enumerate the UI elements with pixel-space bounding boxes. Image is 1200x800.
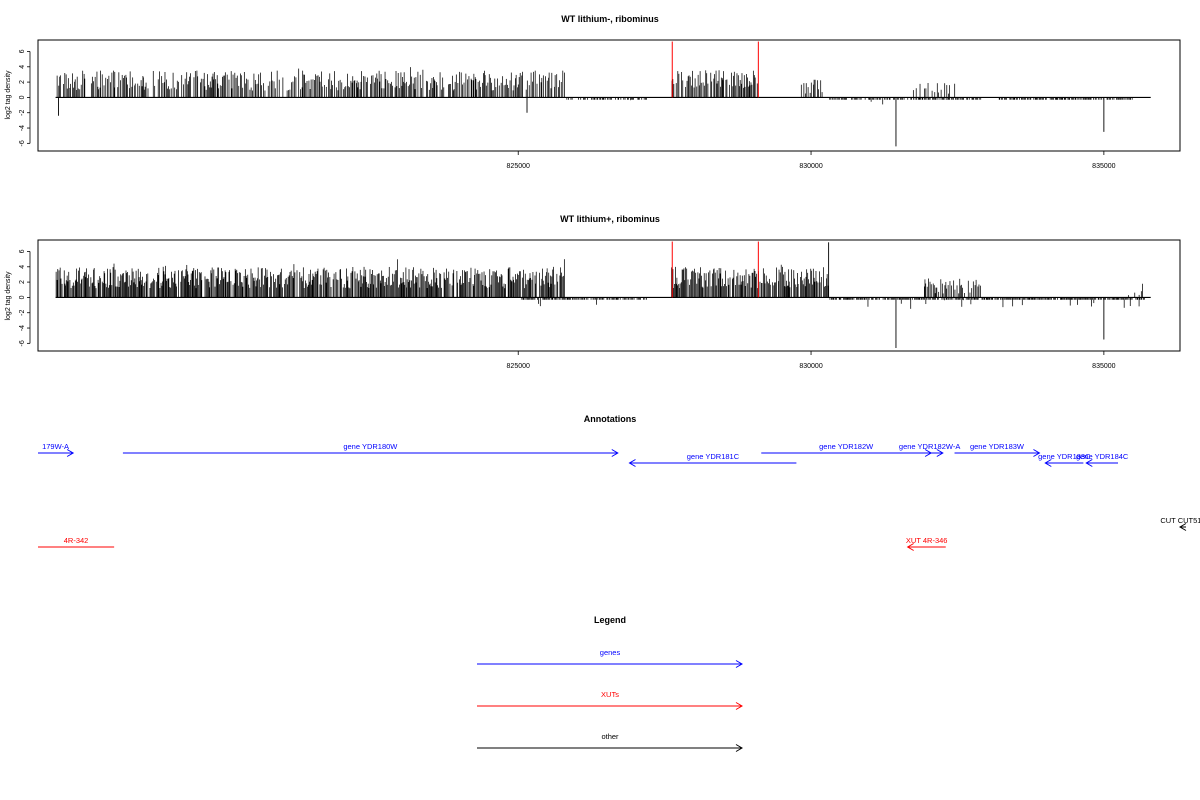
y-tick-label: -4 [19, 325, 26, 331]
annotation-feature: gene YDR181C [628, 452, 797, 467]
track-panel-lithium-minus: WT lithium-, ribominus log2 tag density … [5, 14, 1181, 170]
legend-label: genes [600, 648, 621, 657]
arrow-head [735, 660, 743, 668]
annotation-feature: 179W-A [38, 442, 75, 457]
y-tick-label: 2 [19, 80, 26, 84]
annotation-feature: XUT 4R-346 [906, 536, 948, 551]
annotation-feature: gene YDR184C [1076, 452, 1129, 467]
legend-label: XUTs [601, 690, 619, 699]
y-tick-label: -6 [19, 340, 26, 346]
annotation-feature: 4R-342 [38, 536, 115, 548]
y-axis-lithium-plus: -6 -4 -2 0 2 4 6 [19, 249, 31, 346]
feature-label: gene YDR183C [1038, 452, 1091, 461]
feature-label: gene YDR183W [970, 442, 1025, 451]
feature-label: XUT 4R-346 [906, 536, 948, 545]
arrow-head [66, 449, 75, 457]
feature-label: gene YDR184C [1076, 452, 1129, 461]
y-axis-label-lithium-plus: log2 tag density [5, 271, 12, 321]
y-tick-label: -4 [19, 125, 26, 131]
annotation-feature: gene YDR183C [1038, 452, 1091, 467]
annotation-feature: gene YDR182W-A [899, 442, 960, 457]
arrow-head [906, 543, 914, 551]
legend-label: other [601, 732, 619, 741]
x-tick-label: 830000 [799, 363, 822, 370]
y-tick-label: 4 [19, 65, 26, 69]
y-tick-label: -6 [19, 140, 26, 146]
arrow-head [735, 744, 743, 752]
y-tick-label: 0 [19, 95, 26, 99]
annotation-feature: gene YDR183W [954, 442, 1041, 457]
x-axis-lithium-plus: 825000 830000 835000 [507, 351, 1116, 370]
x-tick-label: 825000 [507, 163, 530, 170]
y-axis-label-lithium-minus: log2 tag density [5, 70, 12, 120]
y-tick-label: 6 [19, 249, 26, 253]
annotation-feature: gene YDR180W [122, 442, 619, 457]
track-panel-lithium-plus: WT lithium+, ribominus log2 tag density … [5, 214, 1181, 370]
y-tick-label: -2 [19, 310, 26, 316]
arrow-head [628, 459, 636, 467]
feature-label: 179W-A [42, 442, 69, 451]
arrow-head [735, 702, 743, 710]
annotations-title: Annotations [584, 414, 637, 424]
arrow-head [1085, 459, 1093, 467]
feature-label: gene YDR181C [687, 452, 740, 461]
annotation-features: 179W-A gene YDR180W gene YDR181C gene YDR18… [38, 442, 1200, 551]
boundary-markers-lithium-plus [671, 241, 759, 298]
track-title-lithium-plus: WT lithium+, ribominus [560, 214, 660, 224]
plot-frame-lithium-minus [37, 39, 1181, 152]
y-tick-label: 2 [19, 280, 26, 284]
tag-density-bars-lithium-plus [55, 242, 1145, 348]
arrow-head [936, 449, 944, 457]
x-tick-label: 825000 [507, 363, 530, 370]
arrow-head [1033, 449, 1041, 457]
legend-title: Legend [594, 615, 626, 625]
x-tick-label: 835000 [1092, 163, 1115, 170]
feature-label: gene YDR180W [343, 442, 398, 451]
arrow-head [1044, 459, 1052, 467]
x-tick-label: 835000 [1092, 363, 1115, 370]
plot-frame-lithium-plus [37, 239, 1181, 352]
y-tick-label: 0 [19, 295, 26, 299]
x-tick-label: 830000 [799, 163, 822, 170]
y-axis-lithium-minus: -6 -4 -2 0 2 4 6 [19, 49, 31, 146]
y-tick-label: -2 [19, 110, 26, 116]
boundary-markers-lithium-minus [671, 41, 759, 98]
arrow-head [1179, 523, 1187, 531]
feature-label: 4R-342 [64, 536, 89, 545]
track-title-lithium-minus: WT lithium-, ribominus [561, 14, 659, 24]
legend-item-xuts: XUTs [477, 690, 743, 710]
legend-items: genes XUTs other [477, 648, 743, 752]
legend-item-genes: genes [477, 648, 743, 668]
x-axis-lithium-minus: 825000 830000 835000 [507, 151, 1116, 170]
y-tick-label: 6 [19, 49, 26, 53]
y-tick-label: 4 [19, 265, 26, 269]
tag-density-bars-lithium-minus [56, 67, 1133, 147]
legend-panel: Legend genes XUTs other [477, 615, 743, 752]
feature-label: gene YDR182W-A [899, 442, 960, 451]
annotations-panel: Annotations 179W-A gene YDR180W gene YDR18… [38, 414, 1200, 551]
feature-label: gene YDR182W [819, 442, 874, 451]
legend-item-other: other [477, 732, 743, 752]
arrow-head [611, 449, 619, 457]
